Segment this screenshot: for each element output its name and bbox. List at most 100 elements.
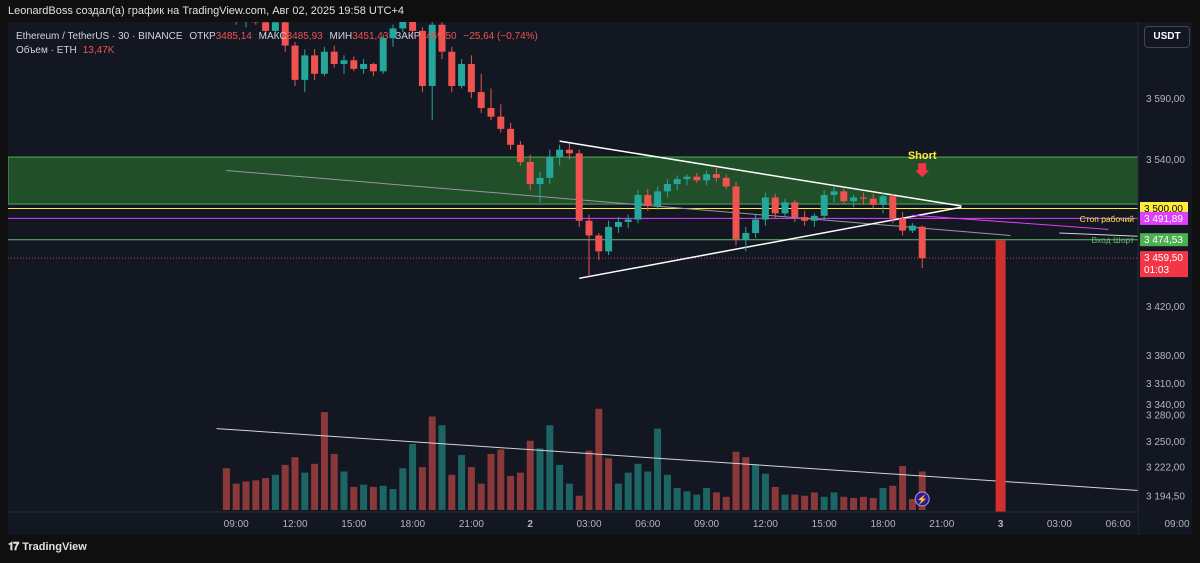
volume-bar [320, 412, 328, 510]
candle-body [477, 92, 485, 109]
volume-bar [487, 453, 495, 510]
volume-bar [605, 458, 613, 510]
time-tick-label: 2 [527, 519, 533, 530]
price-label-3500: 3 500,00 [1144, 204, 1183, 215]
volume-bar [507, 475, 515, 510]
volume-bar [585, 450, 593, 510]
volume-bar [644, 471, 652, 510]
time-tick-label: 03:00 [576, 519, 601, 530]
lightning-glyph: ⚡ [917, 494, 928, 506]
candle-body [418, 30, 426, 86]
candle-body [369, 63, 377, 72]
volume-bar [712, 492, 720, 510]
short-arrow-icon [915, 163, 930, 178]
price-tick-label: 3 222,00 [1146, 463, 1185, 474]
legend-close-label: ЗАКР [395, 31, 421, 42]
volume-bar [889, 485, 897, 510]
legend-volume-label[interactable]: Объем · ETH [16, 45, 77, 56]
candle-body [703, 174, 711, 181]
chart-legend: Ethereum / TetherUS · 30 · BINANCE ОТКР3… [16, 30, 538, 58]
tradingview-brand: TradingView [22, 541, 87, 553]
candle-body [487, 108, 495, 117]
volume-bar [595, 408, 603, 510]
lightning-icon[interactable] [914, 491, 930, 507]
volume-bar [477, 483, 485, 510]
tradingview-logo[interactable]: 𝟏𝟕 TradingView [8, 541, 87, 554]
bottom-bar [0, 535, 1200, 563]
volume-bar [301, 472, 309, 510]
volume-bar [810, 492, 818, 510]
candle-body [614, 221, 622, 227]
volume-bar [614, 483, 622, 510]
candle-body [605, 226, 613, 252]
volume-bar [497, 449, 505, 510]
volume-bar [399, 468, 407, 510]
time-tick-label: 21:00 [459, 519, 484, 530]
price-tick-label: 3 340,00 [1146, 400, 1185, 411]
volume-bar [369, 486, 377, 510]
candle-body [536, 177, 544, 184]
triangle-upper-line[interactable] [559, 140, 962, 207]
time-tick-label: 3 [998, 519, 1004, 530]
legend-symbol[interactable]: Ethereum / TetherUS · 30 · BINANCE [16, 31, 183, 42]
candle-body [644, 195, 652, 207]
candle-body [712, 174, 720, 178]
volume-bar [438, 425, 446, 510]
candle-body [732, 186, 740, 240]
volume-bar [673, 488, 681, 510]
volume-bar [467, 467, 475, 510]
volume-bar [536, 448, 544, 510]
volume-bar [742, 457, 750, 510]
price-tick-label: 3 590,00 [1146, 94, 1185, 105]
time-tick-label: 15:00 [341, 519, 366, 530]
candle-body [918, 226, 926, 259]
volume-trend-line[interactable] [216, 428, 1192, 503]
legend-high-label: МАКС [258, 31, 287, 42]
short-label: Short [908, 150, 937, 162]
volume-bar [771, 486, 779, 510]
triangle-lower-line[interactable] [579, 206, 962, 280]
legend-close-value: 3459,50 [420, 31, 457, 42]
price-axis[interactable] [1138, 22, 1192, 535]
candle-body [281, 22, 289, 46]
time-tick-label: 09:00 [224, 519, 249, 530]
price-tick-label: 3 540,00 [1146, 155, 1185, 166]
legend-low-label: МИН [329, 31, 353, 42]
volume-bar [899, 466, 907, 510]
candle-body [791, 202, 799, 218]
candle-body [399, 22, 407, 29]
candle-body [673, 179, 681, 184]
price-chart[interactable]: −246,51 (−7,10%) −24651Short⚡3 640,003 5… [8, 22, 1192, 535]
volume-bar [379, 485, 387, 510]
price-label-current: 3 459,50 [1144, 253, 1183, 264]
volume-bar [281, 464, 289, 510]
legend-low-value: 3451,43 [352, 31, 389, 42]
volume-bar [448, 474, 456, 510]
currency-button[interactable]: USDT [1144, 26, 1190, 48]
candle-body [565, 149, 573, 154]
candle-body [428, 24, 436, 86]
time-tick-label: 18:00 [400, 519, 425, 530]
candle-body [409, 22, 417, 31]
candle-body [262, 22, 270, 31]
volume-bar [418, 467, 426, 510]
volume-bar [271, 474, 279, 510]
chart-area[interactable]: −246,51 (−7,10%) −24651Short⚡3 640,003 5… [8, 22, 1192, 535]
candle-body [271, 22, 279, 31]
magenta-trend-line[interactable] [912, 214, 1109, 230]
volume-bar [340, 471, 348, 510]
candle-body [350, 60, 358, 69]
time-tick-label: 12:00 [753, 519, 778, 530]
projection-bar[interactable] [995, 240, 1006, 535]
long-trend-line[interactable] [226, 170, 1011, 236]
price-label-3500-box [1140, 202, 1188, 215]
candle-body [595, 235, 603, 252]
price-tick-label: 3 380,00 [1146, 351, 1185, 362]
time-axis[interactable] [8, 512, 1138, 535]
volume-bar [918, 471, 926, 510]
time-tick-label: 09:00 [1164, 519, 1189, 530]
legend-change-value: −25,64 (−0,74%) [463, 31, 538, 42]
candle-body [330, 51, 338, 64]
resistance-zone[interactable] [8, 156, 1139, 205]
volume-bar [801, 495, 809, 510]
